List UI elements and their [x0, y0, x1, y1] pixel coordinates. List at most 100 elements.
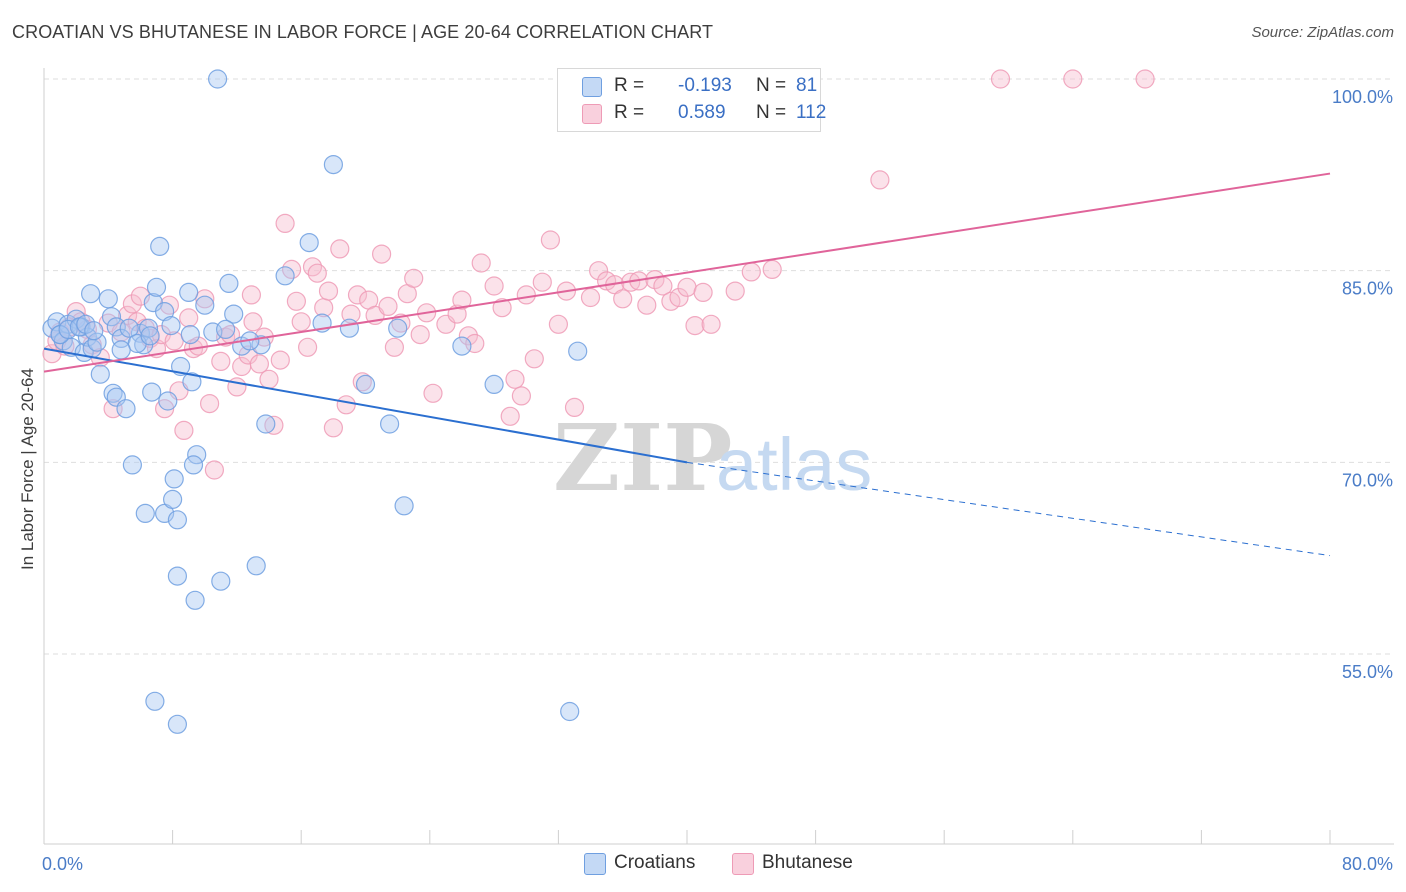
bhutanese-point-46: [286, 291, 306, 311]
trend-lines: [43, 172, 1331, 557]
bhutanese-point-106: [870, 170, 890, 190]
bhutanese-point-50: [307, 263, 327, 283]
croatians-point-66: [560, 701, 580, 722]
bhutanese-point-53: [323, 418, 343, 438]
croatians-point-74: [140, 326, 160, 346]
bhutanese-point-92: [613, 289, 633, 309]
croatians-point-71: [84, 321, 104, 341]
bhutanese-point-73: [458, 326, 478, 346]
bhutanese-point-85: [548, 314, 569, 334]
bhutanese-point-61: [372, 244, 392, 264]
croatians-point-62: [211, 571, 231, 591]
croatians-point-13: [90, 364, 110, 384]
bhutanese-point-56: [341, 304, 361, 324]
bhutanese-point-41: [259, 369, 279, 389]
croatians-point-41: [195, 295, 215, 315]
croatians-point-78: [216, 319, 236, 339]
bhutanese-point-87: [564, 397, 585, 417]
croatians-point-24: [138, 318, 159, 338]
croatians-point-52: [339, 318, 359, 338]
croatians-point-14: [98, 289, 118, 309]
croatians-point-46: [251, 335, 271, 355]
croatians-trend-projection: [686, 461, 1331, 557]
bhutanese-point-58: [352, 372, 372, 392]
y-axis-label: In Labor Force | Age 20-64: [18, 368, 37, 570]
croatians-point-72: [119, 318, 139, 338]
bhutanese-point-109: [1135, 69, 1155, 89]
bhutanese-point-88: [580, 287, 601, 308]
bhutanese-point-66: [404, 268, 424, 288]
bhutanese-point-38: [243, 312, 263, 332]
croatians-point-1: [47, 312, 67, 332]
watermark-zip: ZIP: [553, 404, 732, 512]
bhutanese-point-101: [685, 316, 705, 336]
croatians-point-11: [87, 332, 107, 352]
bhutanese-point-82: [524, 349, 544, 369]
bhutanese-point-14: [122, 294, 142, 314]
bhutanese-point-48: [298, 337, 318, 357]
croatians-point-53: [355, 374, 376, 394]
stats-legend: R = -0.193 N = 81 R = 0.589 N = 112: [557, 68, 826, 132]
source-label: Source: ZipAtlas.com: [1251, 24, 1394, 41]
croatians-point-80: [111, 340, 131, 360]
legend-label-croatians: Croatians: [614, 852, 696, 873]
bhutanese-point-108: [1063, 69, 1083, 89]
legend-swatch-blue: [582, 77, 602, 97]
croatians-point-68: [58, 319, 78, 339]
croatians-point-38: [182, 372, 202, 392]
bhutanese-point-84: [540, 230, 561, 250]
croatians-point-57: [452, 336, 472, 356]
croatians-point-35: [164, 469, 184, 489]
bhutanese-point-33: [216, 327, 236, 347]
croatians-point-43: [219, 273, 239, 293]
croatians-point-15: [101, 307, 122, 327]
bhutanese-point-81: [516, 285, 536, 305]
croatians-point-30: [158, 391, 178, 411]
bhutanese-point-44: [275, 213, 295, 233]
bhutanese-point-69: [423, 383, 443, 403]
legend-label-bhutanese: Bhutanese: [762, 852, 853, 873]
croatians-point-58: [484, 374, 504, 394]
bhutanese-trend-line: [43, 172, 1331, 373]
bhutanese-point-43: [270, 350, 290, 370]
bhutanese-point-78: [500, 406, 520, 426]
croatians-point-29: [142, 382, 162, 402]
bhutanese-point-21: [155, 399, 175, 419]
croatians-point-27: [150, 236, 170, 256]
bhutanese-point-103: [725, 281, 745, 301]
bhutanese-point-64: [391, 313, 411, 333]
legend-swatch-bhutanese: [732, 853, 754, 875]
croatians-point-59: [568, 341, 588, 361]
bhutanese-point-111: [241, 285, 261, 305]
bhutanese-point-99: [669, 287, 689, 308]
legend-r-value: -0.193: [678, 75, 732, 96]
legend-n-value: 81: [796, 75, 818, 96]
legend-swatch-croatians: [584, 853, 606, 875]
bhutanese-point-42: [264, 415, 284, 435]
croatians-point-48: [275, 266, 295, 286]
croatians-point-75: [161, 316, 181, 336]
watermark: ZIP atlas: [553, 404, 872, 512]
watermark-atlas: atlas: [716, 423, 872, 506]
croatians-point-63: [246, 556, 266, 576]
bhutanese-point-79: [505, 369, 525, 389]
bhutanese-point-75: [471, 253, 491, 273]
y-tick-labels: 55.0% 70.0% 85.0% 100.0%: [1332, 87, 1393, 682]
legend-swatch-pink: [582, 104, 602, 124]
bhutanese-point-63: [384, 337, 404, 357]
croatians-point-70: [76, 314, 96, 334]
bhutanese-point-31: [204, 460, 224, 480]
bhutanese-point-62: [378, 296, 398, 316]
bhutanese-point-110: [701, 314, 721, 334]
croatians-point-76: [180, 325, 200, 345]
croatians-point-51: [323, 155, 343, 175]
axes: [43, 68, 1394, 845]
bhutanese-point-47: [291, 312, 311, 332]
bhutanese-point-104: [741, 262, 761, 282]
chart-title: CROATIAN VS BHUTANESE IN LABOR FORCE | A…: [12, 22, 714, 42]
bhutanese-point-72: [452, 290, 472, 310]
croatians-point-49: [299, 233, 319, 253]
legend-r-label: R =: [614, 75, 645, 96]
bhutanese-point-89: [588, 261, 609, 281]
